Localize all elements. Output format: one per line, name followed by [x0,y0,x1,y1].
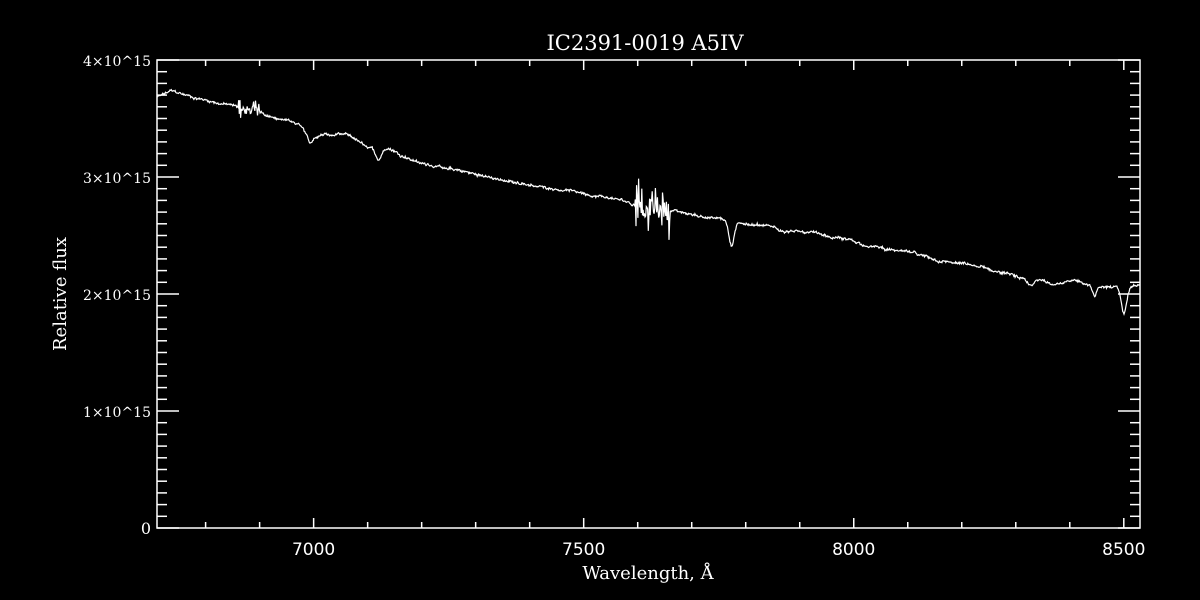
x-tick-label: 8500 [1102,540,1145,560]
spectrum-chart: IC2391-0019 A5IV Wavelength, Å Relative … [0,0,1200,600]
y-tick-label: 2×10^15 [83,288,151,304]
spectrum-line [157,90,1140,314]
y-tick-label: 3×10^15 [83,171,151,187]
x-tick-label: 8000 [832,540,875,560]
x-tick-label: 7000 [292,540,335,560]
x-axis-label: Wavelength, Å [582,562,714,584]
y-axis-label: Relative flux [50,237,71,351]
y-tick-label: 1×10^15 [83,405,151,421]
x-tick-label: 7500 [562,540,605,560]
chart-container: IC2391-0019 A5IV Wavelength, Å Relative … [0,0,1200,600]
y-tick-label: 4×10^15 [83,54,151,70]
chart-title: IC2391-0019 A5IV [546,31,744,55]
y-tick-label: 0 [141,519,151,538]
